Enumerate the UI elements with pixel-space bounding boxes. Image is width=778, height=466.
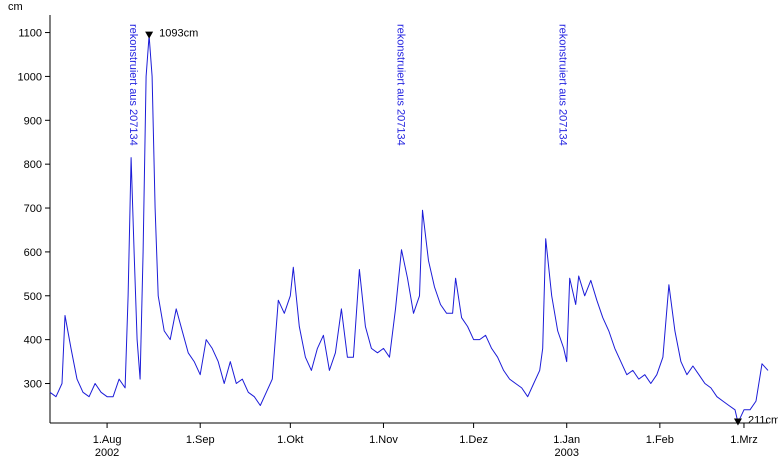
y-tick-label: 300 <box>24 379 42 391</box>
note-text: rekonstruiert aus 207134 <box>394 24 406 146</box>
x-tick-label: 1.Jan <box>553 434 580 446</box>
x-tick-label: 1.Nov <box>369 434 398 446</box>
y-tick-label: 600 <box>24 247 42 259</box>
y-tick-label: 1000 <box>18 71 42 83</box>
x-year-label: 2002 <box>95 447 119 459</box>
y-tick-label: 700 <box>24 203 42 215</box>
x-tick-label: 1.Okt <box>277 434 303 446</box>
x-tick-label: 1.Sep <box>186 434 215 446</box>
series-line <box>49 35 769 424</box>
y-tick-label: 800 <box>24 159 42 171</box>
y-tick-label: 900 <box>24 115 42 127</box>
note-text: rekonstruiert aus 207134 <box>127 24 139 146</box>
y-tick-label: 400 <box>24 335 42 347</box>
note-text: rekonstruiert aus 207134 <box>557 24 569 146</box>
extreme-label: 211cm <box>748 415 778 427</box>
x-tick-label: 1.Dez <box>459 434 488 446</box>
x-year-label: 2003 <box>554 447 578 459</box>
extreme-label: 1093cm <box>159 28 198 40</box>
y-tick-label: 500 <box>24 291 42 303</box>
extreme-marker <box>145 31 154 39</box>
x-tick-label: 1.Mrz <box>730 434 758 446</box>
x-tick-label: 1.Feb <box>646 434 674 446</box>
extreme-marker <box>733 418 742 426</box>
y-axis-label: cm <box>8 1 23 13</box>
y-tick-label: 1100 <box>18 28 42 40</box>
x-tick-label: 1.Aug <box>93 434 122 446</box>
